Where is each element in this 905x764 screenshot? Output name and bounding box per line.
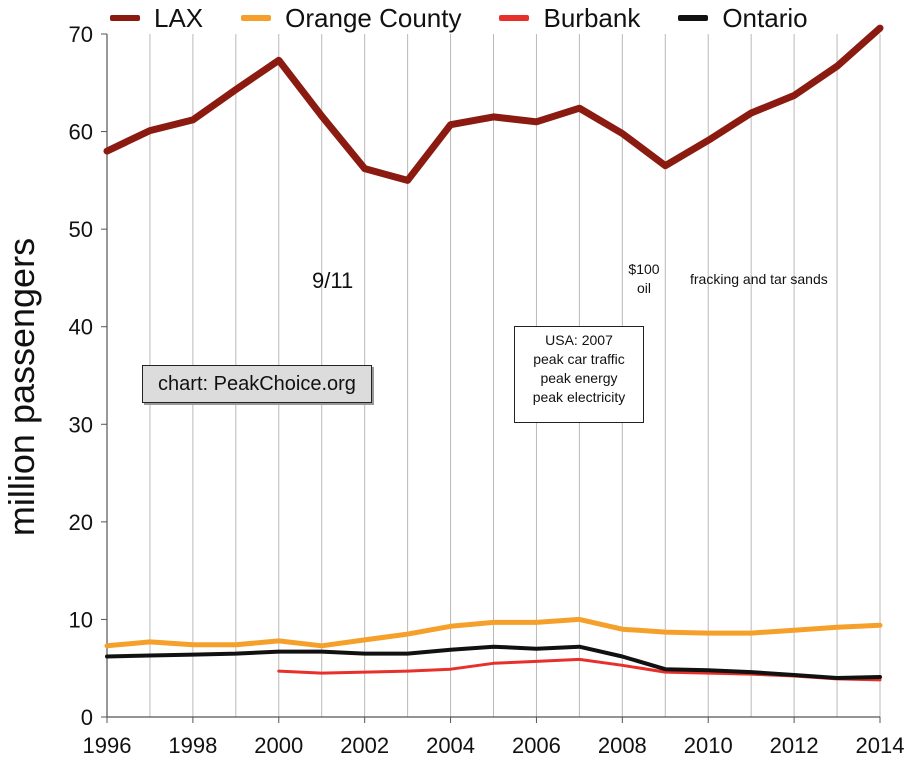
tick-labels: 0 10 20 30 40 50 60 70 1996 1998 2000 2002 2004 2006 2… <box>69 22 905 758</box>
series-line-orange-county <box>104 616 883 649</box>
x-tick-label-2006: 2006 <box>512 733 561 758</box>
usa-2007-box: USA: 2007 peak car traffic peak energy p… <box>514 326 644 423</box>
y-axis-label: million passengers <box>1 237 42 537</box>
legend-swatch-burbank <box>499 15 530 21</box>
legend-swatch-ontario <box>678 15 709 21</box>
usa-box-line-4: peak electricity <box>532 389 626 405</box>
x-tick-label-2002: 2002 <box>340 733 389 758</box>
annotation-911: 9/11 <box>312 268 354 293</box>
legend: LAX Orange County Burbank Ontario <box>110 2 900 34</box>
x-tick-label-2010: 2010 <box>684 733 733 758</box>
legend-swatch-orange-county <box>241 15 272 21</box>
x-tick-label-1998: 1998 <box>168 733 217 758</box>
y-tick-label-30: 30 <box>69 412 93 437</box>
legend-item-ontario: Ontario <box>678 2 808 34</box>
x-tick-label-2008: 2008 <box>598 733 647 758</box>
series-line-lax <box>103 24 884 184</box>
legend-label-burbank: Burbank <box>543 2 641 33</box>
y-tick-label-0: 0 <box>81 705 93 730</box>
annotation-fracking: fracking and tar sands <box>690 271 828 287</box>
x-tick-label-2012: 2012 <box>770 733 819 758</box>
y-tick-label-60: 60 <box>69 120 93 145</box>
y-tick-label-10: 10 <box>69 607 93 632</box>
legend-item-burbank: Burbank <box>499 3 640 34</box>
usa-box-line-3: peak energy <box>540 370 618 386</box>
series-line-ontario <box>105 644 882 680</box>
annotation-100-oil: $100 oil <box>616 260 672 298</box>
annotation-oil-line-1: $100 <box>628 261 660 277</box>
y-tick-label-50: 50 <box>69 217 93 242</box>
x-tick-label-2000: 2000 <box>254 733 303 758</box>
legend-label-ontario: Ontario <box>722 2 808 33</box>
legend-swatch-lax <box>110 15 140 21</box>
x-tick-label-2014: 2014 <box>856 733 905 758</box>
annotation-oil-line-2: oil <box>636 280 651 296</box>
credit-box: chart: PeakChoice.org <box>142 365 372 403</box>
x-tick-label-2004: 2004 <box>426 733 475 758</box>
usa-box-line-1: USA: 2007 <box>545 332 613 348</box>
legend-item-lax: LAX <box>110 3 203 34</box>
series-lines <box>103 24 884 682</box>
y-tick-label-20: 20 <box>69 510 93 535</box>
y-tick-label-70: 70 <box>69 22 93 47</box>
x-tick-label-1996: 1996 <box>83 733 132 758</box>
legend-label-orange-county: Orange County <box>285 2 462 33</box>
legend-item-orange-county: Orange County <box>241 3 461 34</box>
y-tick-label-40: 40 <box>69 315 93 340</box>
legend-label-lax: LAX <box>154 2 204 33</box>
usa-box-line-2: peak car traffic <box>533 351 625 367</box>
